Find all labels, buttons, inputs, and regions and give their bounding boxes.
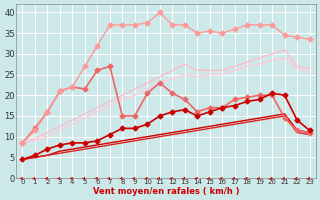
X-axis label: Vent moyen/en rafales ( km/h ): Vent moyen/en rafales ( km/h ) xyxy=(93,187,239,196)
